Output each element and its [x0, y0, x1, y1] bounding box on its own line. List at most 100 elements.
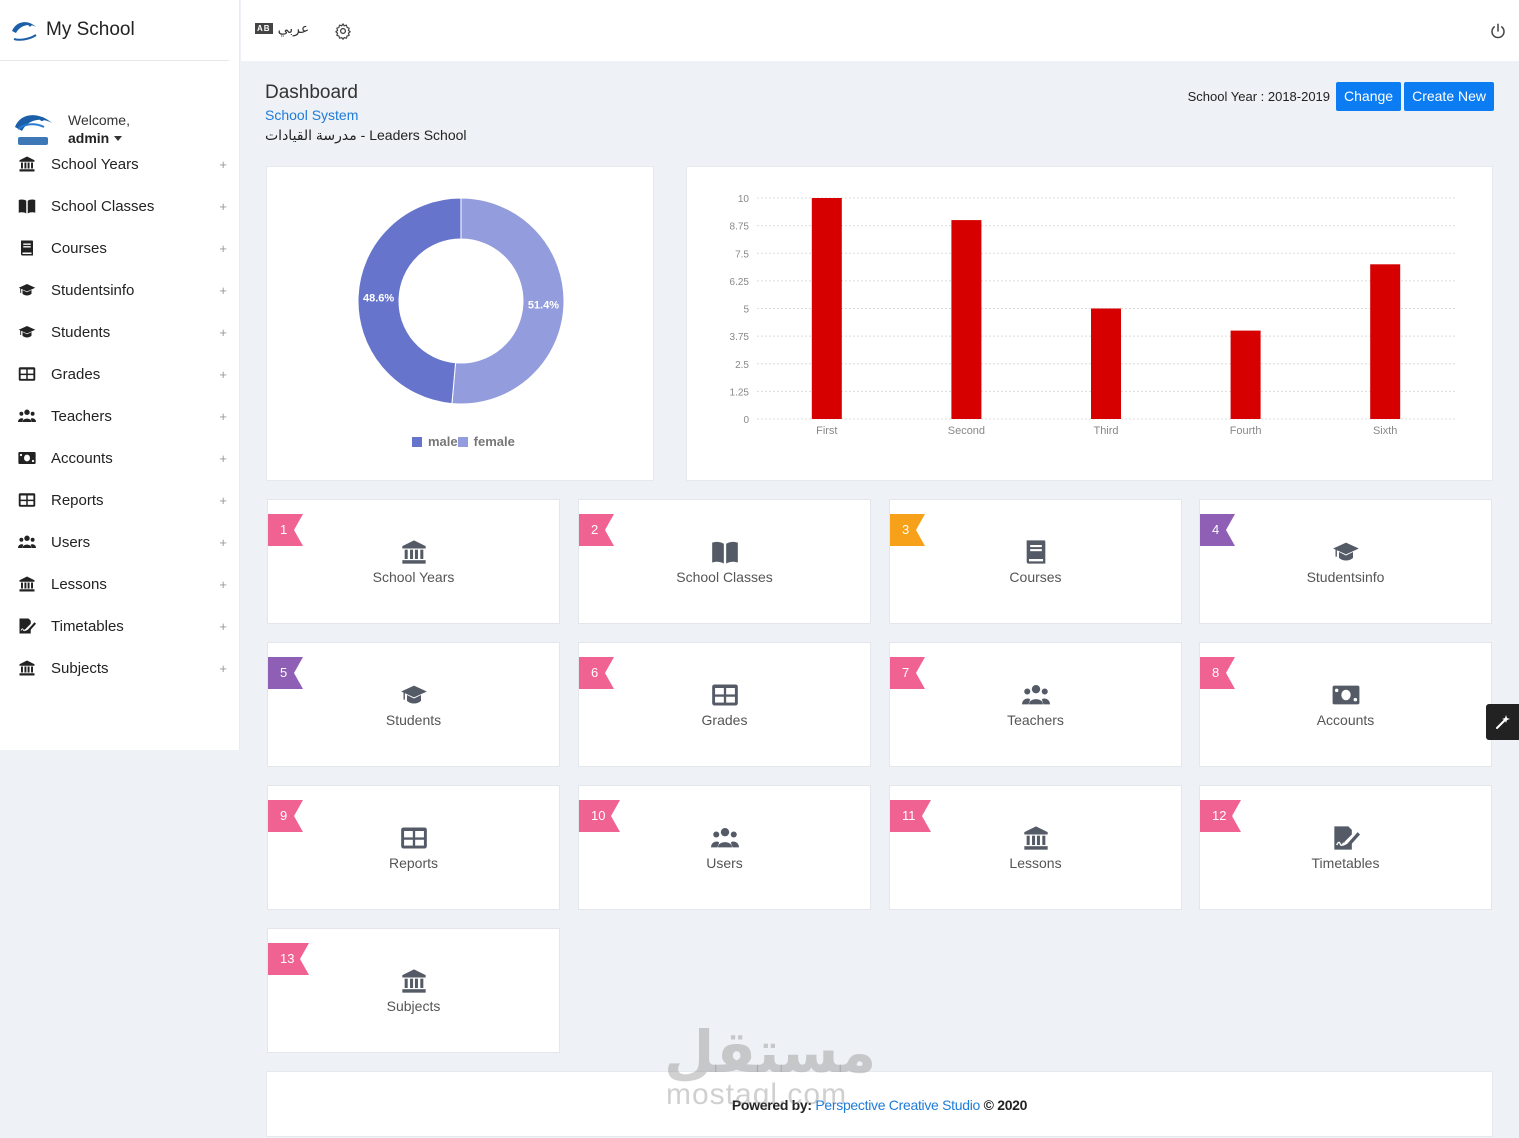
bar-third[interactable] — [1091, 308, 1121, 420]
card-teachers[interactable]: 7 Teachers — [889, 642, 1182, 767]
card-label: Accounts — [1316, 712, 1375, 728]
create-new-button[interactable]: Create New — [1404, 82, 1494, 111]
customizer-button[interactable] — [1486, 704, 1519, 740]
expand-icon[interactable]: + — [219, 492, 227, 508]
expand-icon[interactable]: + — [219, 450, 227, 466]
card-label: School Classes — [676, 569, 773, 585]
footer-prefix: Powered by: — [731, 1097, 816, 1113]
card-label: Lessons — [1009, 855, 1062, 871]
app-title: My School — [46, 19, 135, 40]
sidebar-item-accounts[interactable]: Accounts + — [0, 437, 239, 479]
card-subjects[interactable]: 13 Subjects — [267, 928, 560, 1053]
users-icon — [18, 533, 36, 551]
card-number-badge: 1 — [268, 514, 303, 546]
expand-icon[interactable]: + — [219, 156, 227, 172]
sidebar-item-grades[interactable]: Grades + — [0, 353, 239, 395]
page-title: Dashboard — [265, 82, 358, 103]
expand-icon[interactable]: + — [219, 660, 227, 676]
username: admin — [68, 129, 110, 146]
card-label: Grades — [701, 712, 748, 728]
bank-icon — [18, 659, 36, 677]
graduation-cap-icon — [18, 281, 36, 299]
gear-icon[interactable] — [334, 22, 352, 40]
y-tick-label: 6.25 — [730, 277, 750, 288]
sidebar-item-label: Users — [51, 533, 91, 551]
card-users[interactable]: 10 Users — [578, 785, 871, 910]
sidebar-item-label: Reports — [51, 491, 104, 509]
bar-fourth[interactable] — [1230, 330, 1261, 419]
bar-sixth[interactable] — [1370, 264, 1401, 419]
expand-icon[interactable]: + — [219, 366, 227, 382]
expand-icon[interactable]: + — [219, 198, 227, 214]
legend-label-female[interactable]: female — [473, 434, 515, 449]
page-subtitle[interactable]: School System — [265, 107, 359, 123]
legend-swatch-female — [457, 436, 468, 447]
expand-icon[interactable]: + — [219, 408, 227, 424]
school-name: مدرسة القيادات - Leaders School — [265, 127, 467, 143]
table-icon — [18, 491, 36, 509]
sidebar-item-students[interactable]: Students + — [0, 311, 239, 353]
card-number: 5 — [280, 665, 288, 680]
classes-bar-chart: 0 1.25 2.5 3.75 5 6.25 7.5 8.75 10 First Second Thi… — [730, 194, 1455, 437]
y-tick-label: 8.75 — [730, 222, 750, 233]
power-icon[interactable] — [1489, 22, 1507, 40]
bank-icon — [18, 575, 36, 593]
y-tick-label: 10 — [738, 194, 750, 205]
sidebar-item-label: Grades — [51, 365, 101, 383]
footer-text: Powered by: Perspective Creative Studio … — [267, 1097, 1492, 1113]
language-switch[interactable]: AB عربي — [255, 20, 309, 37]
sidebar-item-label: Accounts — [51, 449, 113, 467]
sidebar-item-timetables[interactable]: Timetables + — [0, 605, 239, 647]
caret-down-icon — [114, 135, 123, 141]
legend-label-male[interactable]: male — [428, 434, 458, 449]
x-tick-label: Second — [948, 425, 985, 437]
donut-slice-male[interactable] — [357, 197, 462, 405]
card-courses[interactable]: 3 Courses — [889, 499, 1182, 624]
footer-suffix: © 2020 — [980, 1097, 1028, 1113]
expand-icon[interactable]: + — [219, 282, 227, 298]
card-timetables[interactable]: 12 Timetables — [1199, 785, 1492, 910]
card-number: 10 — [591, 808, 606, 823]
sidebar-item-subjects[interactable]: Subjects + — [0, 647, 239, 689]
sidebar-item-school-classes[interactable]: School Classes + — [0, 185, 239, 227]
user-menu[interactable]: admin — [68, 130, 130, 148]
sidebar-item-reports[interactable]: Reports + — [0, 479, 239, 521]
footer-link[interactable]: Perspective Creative Studio — [815, 1097, 981, 1113]
card-lessons[interactable]: 11 Lessons — [889, 785, 1182, 910]
card-accounts[interactable]: 8 Accounts — [1199, 642, 1492, 767]
card-school-years[interactable]: 1 School Years — [267, 499, 560, 624]
card-studentsinfo[interactable]: 4 Studentsinfo — [1199, 499, 1492, 624]
brand[interactable]: My School — [0, 0, 229, 61]
graduation-cap-icon — [18, 323, 36, 341]
change-year-button[interactable]: Change — [1336, 82, 1402, 111]
bar-first[interactable] — [811, 198, 842, 419]
graduation-cap-icon — [1331, 538, 1361, 566]
bank-icon — [399, 538, 429, 566]
table-icon — [710, 681, 740, 709]
sidebar-item-users[interactable]: Users + — [0, 521, 239, 563]
sidebar-item-school-years[interactable]: School Years + — [0, 143, 239, 185]
card-number: 9 — [280, 808, 288, 823]
sidebar-item-courses[interactable]: Courses + — [0, 227, 239, 269]
legend-swatch-male — [412, 436, 422, 447]
sidebar-item-teachers[interactable]: Teachers + — [0, 395, 239, 437]
card-label: Subjects — [386, 998, 441, 1014]
expand-icon[interactable]: + — [219, 324, 227, 340]
expand-icon[interactable]: + — [219, 576, 227, 592]
card-school-classes[interactable]: 2 School Classes — [578, 499, 871, 624]
sidebar-item-studentsinfo[interactable]: Studentsinfo + — [0, 269, 239, 311]
school-year-label: School Year : 2018-2019 — [1187, 89, 1331, 104]
donut-slice-female[interactable] — [451, 197, 565, 405]
card-grades[interactable]: 6 Grades — [578, 642, 871, 767]
card-number-badge: 9 — [268, 800, 303, 832]
bank-icon — [399, 967, 429, 995]
card-students[interactable]: 5 Students — [267, 642, 560, 767]
expand-icon[interactable]: + — [219, 618, 227, 634]
expand-icon[interactable]: + — [219, 534, 227, 550]
expand-icon[interactable]: + — [219, 240, 227, 256]
card-label: School Years — [372, 569, 455, 585]
card-reports[interactable]: 9 Reports — [267, 785, 560, 910]
card-number-badge: 3 — [890, 514, 925, 546]
bar-second[interactable] — [951, 220, 982, 419]
sidebar-item-lessons[interactable]: Lessons + — [0, 563, 239, 605]
